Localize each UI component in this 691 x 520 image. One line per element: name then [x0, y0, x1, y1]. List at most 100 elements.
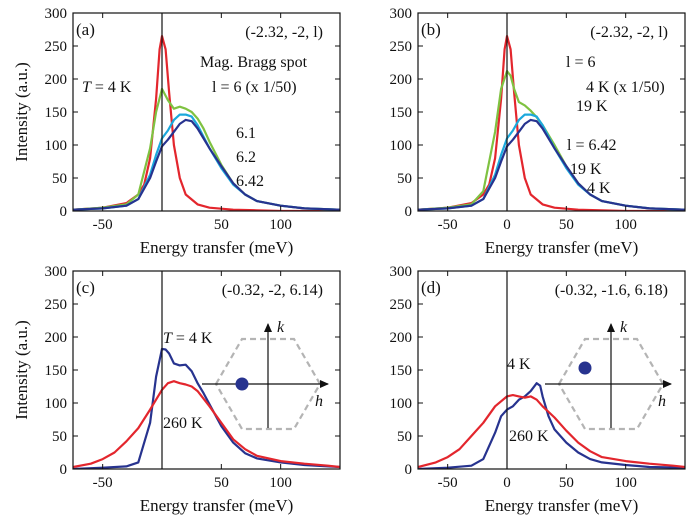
x-tick-label: 100 — [269, 217, 292, 233]
y-tick-label: 0 — [405, 462, 413, 478]
y-tick-label: 250 — [390, 297, 413, 313]
series-line-navy — [73, 118, 340, 211]
x-tick-label: -50 — [93, 475, 113, 491]
y-tick-label: 50 — [397, 429, 412, 445]
series-line-cyan — [73, 113, 340, 211]
y-tick-label: 100 — [45, 138, 68, 154]
series-line-cyan — [418, 113, 685, 211]
annotation-k19a: 19 K — [576, 98, 608, 115]
x-tick-label: 0 — [503, 217, 511, 233]
series-line-navy — [418, 382, 685, 469]
q-position-dot — [578, 361, 592, 375]
q-position-dot — [235, 377, 249, 391]
annotation-t4: T = 4 K — [163, 330, 213, 347]
annotation-k260: 260 K — [509, 428, 549, 445]
plot-frame — [417, 270, 686, 470]
q-coordinates: (-2.32, -2, l) — [245, 24, 323, 41]
h-axis-label: h — [658, 393, 666, 410]
annotation-l642: 6.42 — [236, 173, 264, 190]
y-tick-label: 150 — [45, 363, 68, 379]
plot-frame — [417, 12, 686, 212]
x-axis-label: Energy transfer (meV) — [485, 496, 639, 515]
y-tick-label: 100 — [45, 396, 68, 412]
annotation-t4-rest: = 4 K — [172, 330, 213, 347]
plot-frame — [72, 12, 341, 212]
panel-label: (b) — [421, 20, 441, 39]
y-tick-label: 250 — [45, 39, 68, 55]
y-tick-label: 150 — [390, 363, 413, 379]
panel-a: -50 50 100 0 50 100 150 200 250 300 Energy transfe… — [12, 6, 341, 257]
y-tick-label: 150 — [45, 105, 68, 121]
annotation-temp: T = 4 K — [82, 79, 132, 96]
series-line-navy — [73, 347, 340, 469]
x-tick-label: 100 — [269, 475, 292, 491]
y-tick-label: 200 — [45, 330, 68, 346]
y-tick-label: 150 — [390, 105, 413, 121]
x-tick-label: 50 — [214, 217, 229, 233]
x-axis-label: Energy transfer (meV) — [140, 238, 294, 257]
annotation-l61: 6.1 — [236, 125, 256, 142]
x-axis-label: Energy transfer (meV) — [485, 238, 639, 257]
y-tick-label: 300 — [390, 264, 413, 280]
x-tick-label: 100 — [614, 475, 637, 491]
q-coordinates: (-0.32, -2, 6.14) — [222, 282, 323, 299]
x-tick-label: -50 — [93, 217, 113, 233]
y-tick-label: 100 — [390, 138, 413, 154]
x-tick-label: 50 — [559, 475, 574, 491]
annotation-k4: 4 K — [507, 356, 531, 373]
series-group — [418, 35, 685, 211]
y-tick-label: 200 — [390, 330, 413, 346]
panel-label: (d) — [421, 278, 441, 297]
annotation-k4: 4 K (x 1/50) — [586, 79, 665, 96]
annotation-l6: l = 6 — [566, 54, 595, 71]
annotation-k4b: 4 K — [587, 180, 611, 197]
y-tick-label: 50 — [397, 171, 412, 187]
x-tick-label: 100 — [614, 217, 637, 233]
y-tick-label: 300 — [390, 6, 413, 22]
h-axis-label: h — [315, 393, 323, 410]
annotation-temp-rest: = 4 K — [91, 79, 132, 96]
y-tick-label: 0 — [60, 462, 68, 478]
annotation-bragg2: l = 6 (x 1/50) — [212, 79, 297, 96]
y-tick-label: 250 — [390, 39, 413, 55]
y-tick-label: 50 — [52, 429, 67, 445]
y-axis-label: Intensity (a.u.) — [12, 320, 31, 420]
annotation-t260: 260 K — [163, 415, 203, 432]
y-tick-label: 250 — [45, 297, 68, 313]
series-group — [73, 35, 340, 211]
x-tick-label: 0 — [503, 475, 511, 491]
y-tick-label: 200 — [45, 72, 68, 88]
k-axis-label: k — [620, 319, 628, 336]
series-group — [73, 347, 340, 469]
panel-b: -50 0 50 100 0 50 100 150 200 250 300 Energy transf… — [390, 6, 686, 257]
y-tick-label: 0 — [405, 204, 413, 220]
annotation-t4-prefix: T — [163, 330, 173, 347]
x-tick-label: 50 — [559, 217, 574, 233]
plot-frame — [72, 270, 341, 470]
bz-inset: kh — [545, 319, 672, 431]
series-line-red — [418, 394, 685, 469]
q-coordinates: (-0.32, -1.6, 6.18) — [555, 282, 668, 299]
series-line-green — [73, 87, 340, 211]
panel-label: (c) — [76, 278, 95, 297]
series-line-red — [73, 380, 340, 469]
y-tick-label: 300 — [45, 6, 68, 22]
series-group — [418, 382, 685, 469]
y-tick-label: 0 — [60, 204, 68, 220]
y-axis-label: Intensity (a.u.) — [12, 62, 31, 162]
series-line-navy — [418, 118, 685, 211]
q-coordinates: (-2.32, -2, l) — [590, 24, 668, 41]
x-tick-label: -50 — [438, 475, 458, 491]
panel-label: (a) — [76, 20, 95, 39]
annotation-bragg1: Mag. Bragg spot — [200, 54, 308, 71]
series-line-red — [418, 35, 685, 211]
y-tick-label: 300 — [45, 264, 68, 280]
y-tick-label: 50 — [52, 171, 67, 187]
annotation-k19b: 19 K — [570, 161, 602, 178]
y-tick-label: 200 — [390, 72, 413, 88]
x-axis-label: Energy transfer (meV) — [140, 496, 294, 515]
x-tick-label: 50 — [214, 475, 229, 491]
annotation-temp-prefix: T — [82, 79, 92, 96]
annotation-l62: 6.2 — [236, 149, 256, 166]
